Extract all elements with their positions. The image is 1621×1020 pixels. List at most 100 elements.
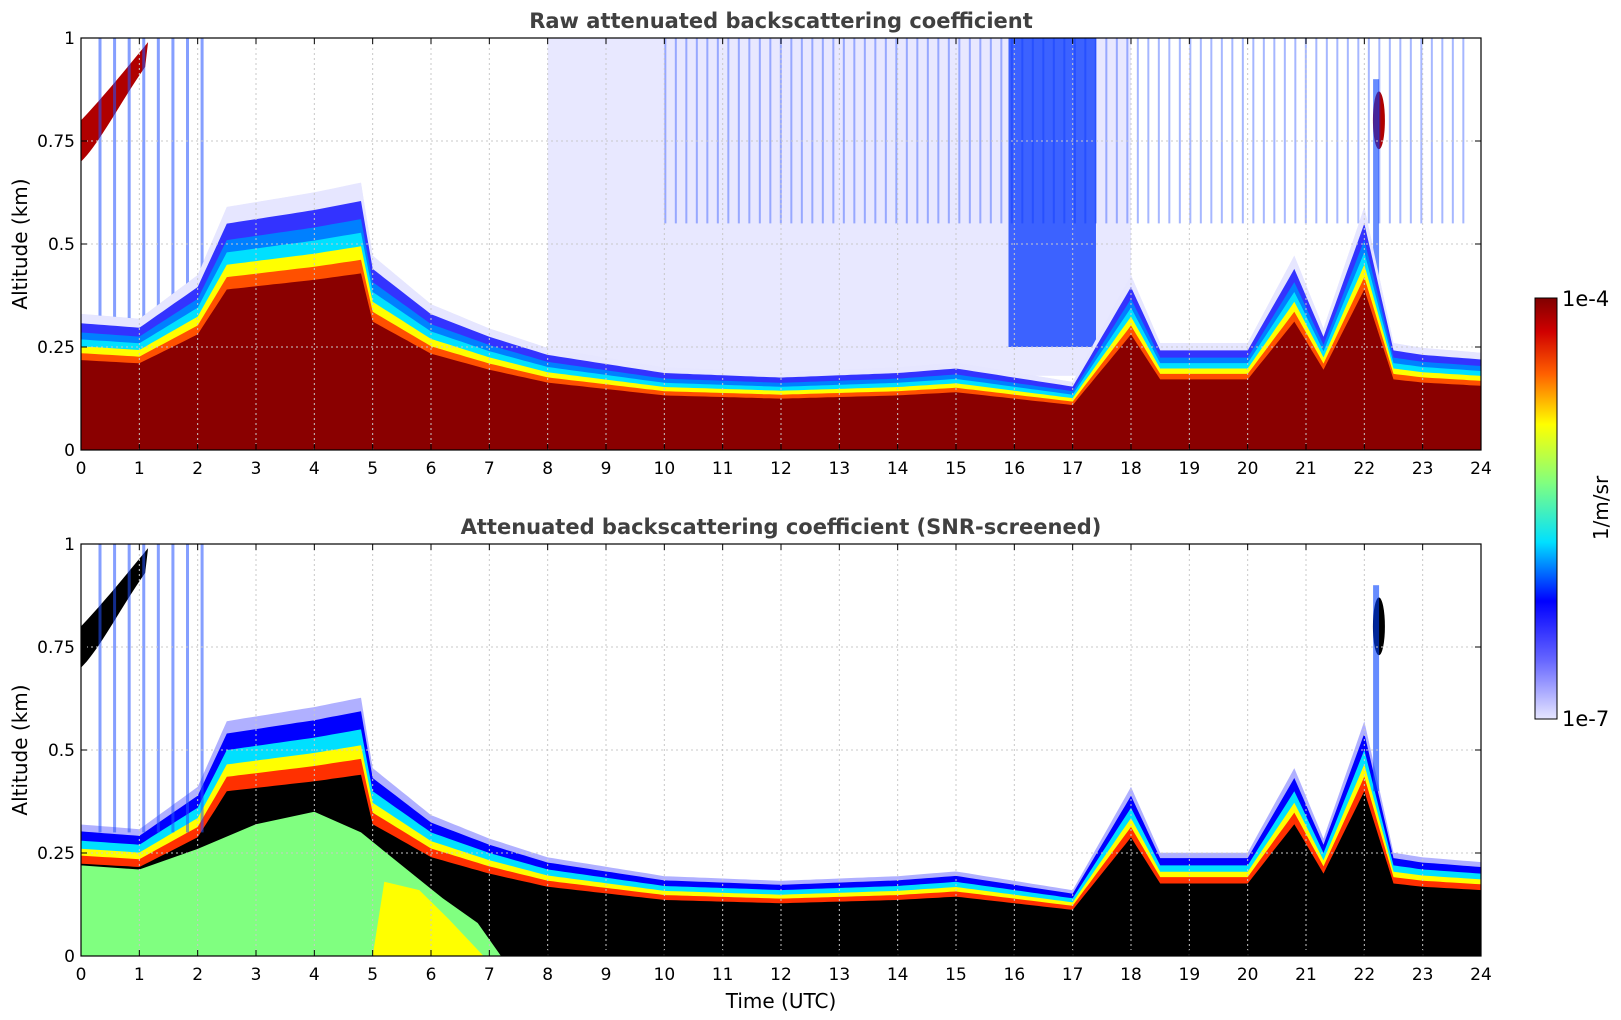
- noise-streak: [1063, 38, 1066, 224]
- y-tick-label: 0: [64, 947, 75, 967]
- precipitation-streak: [171, 544, 175, 833]
- x-tick-label: 7: [484, 459, 495, 479]
- colorbar-max-label: 1e-4: [1562, 287, 1609, 311]
- noise-streak: [1462, 38, 1465, 224]
- cloud-column: [1373, 585, 1380, 792]
- noise-streak: [937, 38, 940, 224]
- x-tick-label: 13: [829, 459, 851, 479]
- noise-streak: [1115, 38, 1118, 224]
- x-tick-label: 0: [76, 965, 87, 985]
- y-axis: 0 0.25 0.5 0.75 1: [37, 29, 1481, 461]
- noise-streak: [1378, 38, 1381, 224]
- x-tick-label: 2: [192, 459, 203, 479]
- noise-streak: [832, 38, 835, 224]
- x-tick-label: 14: [887, 965, 909, 985]
- noise-streak: [989, 38, 992, 224]
- noise-streak: [1388, 38, 1391, 224]
- x-tick-label: 17: [1062, 965, 1084, 985]
- noise-streak: [1420, 38, 1423, 224]
- noise-streak: [1252, 38, 1255, 224]
- x-tick-label: 5: [367, 459, 378, 479]
- x-tick-label: 15: [945, 459, 967, 479]
- precipitation-streak: [171, 38, 175, 327]
- x-tick-label: 3: [251, 965, 262, 985]
- precipitation-streak: [156, 38, 160, 327]
- x-tick-label: 3: [251, 459, 262, 479]
- x-tick-label: 20: [1237, 459, 1259, 479]
- colorbar: 1e-4 1e-7 1/m/sr: [1534, 287, 1613, 731]
- x-tick-label: 9: [601, 965, 612, 985]
- noise-streak: [1325, 38, 1328, 224]
- x-tick-label: 18: [1120, 459, 1142, 479]
- panel-title: Raw attenuated backscattering coefficien…: [529, 9, 1033, 33]
- x-tick-label: 13: [829, 965, 851, 985]
- noise-streak: [1315, 38, 1318, 224]
- x-tick-label: 10: [654, 459, 676, 479]
- precipitation-streak: [98, 38, 102, 327]
- y-axis-label: Altitude (km): [8, 178, 32, 309]
- dark-red-band: [81, 273, 1481, 450]
- noise-streak: [737, 38, 740, 224]
- precipitation-streak: [186, 38, 189, 327]
- y-tick-label: 1: [64, 535, 75, 555]
- x-tick-label: 0: [76, 459, 87, 479]
- colorbar-scale: [1534, 297, 1558, 720]
- noise-streak: [1367, 38, 1370, 224]
- y-tick-label: 0.25: [37, 844, 75, 864]
- noise-streak: [716, 38, 719, 224]
- precipitation-streak: [98, 544, 102, 833]
- noise-streak: [674, 38, 677, 224]
- noise-streak: [1430, 38, 1433, 224]
- x-tick-label: 9: [601, 459, 612, 479]
- noise-streak: [800, 38, 803, 224]
- noise-streak: [1021, 38, 1024, 224]
- noise-streak: [1084, 38, 1087, 224]
- noise-streak: [695, 38, 698, 224]
- x-tick-label: 21: [1295, 459, 1317, 479]
- x-axis-label: Time (UTC): [725, 989, 837, 1013]
- x-tick-label: 6: [426, 965, 437, 985]
- x-tick-label: 4: [309, 459, 320, 479]
- x-tick-label: 12: [770, 965, 792, 985]
- y-tick-label: 0: [64, 441, 75, 461]
- noise-streak: [916, 38, 919, 224]
- colorbar-unit-label: 1/m/sr: [1589, 475, 1613, 540]
- x-tick-label: 2: [192, 965, 203, 985]
- x-tick-label: 22: [1354, 965, 1376, 985]
- noise-streak: [947, 38, 950, 224]
- noise-streak: [1168, 38, 1171, 224]
- x-tick-label: 17: [1062, 459, 1084, 479]
- noise-streak: [1105, 38, 1108, 224]
- noise-streak: [727, 38, 730, 224]
- noise-streak: [1441, 38, 1444, 224]
- x-tick-label: 10: [654, 965, 676, 985]
- noise-streak: [1273, 38, 1276, 224]
- x-tick-label: 11: [712, 459, 734, 479]
- noise-streak: [1157, 38, 1160, 224]
- noise-streak: [779, 38, 782, 224]
- noise-streak: [1294, 38, 1297, 224]
- y-tick-label: 0.75: [37, 638, 75, 658]
- noise-streak: [1220, 38, 1223, 224]
- precipitation-streak: [113, 544, 117, 833]
- y-tick-label: 0.5: [48, 741, 75, 761]
- precipitation-streak: [156, 544, 160, 833]
- grid: [81, 544, 1481, 956]
- noise-streak: [769, 38, 772, 224]
- y-axis: 0 0.25 0.5 0.75 1: [37, 535, 1481, 967]
- x-tick-label: 4: [309, 965, 320, 985]
- noise-streak: [1357, 38, 1360, 224]
- x-tick-label: 24: [1470, 459, 1492, 479]
- noise-streak: [1000, 38, 1003, 224]
- noise-streak: [1126, 38, 1129, 224]
- precipitation-streak: [142, 544, 146, 833]
- precipitation-streak: [113, 38, 117, 327]
- x-tick-label: 19: [1179, 459, 1201, 479]
- noise-streak: [1304, 38, 1307, 224]
- x-tick-label: 6: [426, 459, 437, 479]
- x-tick-label: 8: [542, 459, 553, 479]
- noise-streak: [895, 38, 898, 224]
- noise-streak: [1409, 38, 1412, 224]
- noise-streak: [1136, 38, 1139, 224]
